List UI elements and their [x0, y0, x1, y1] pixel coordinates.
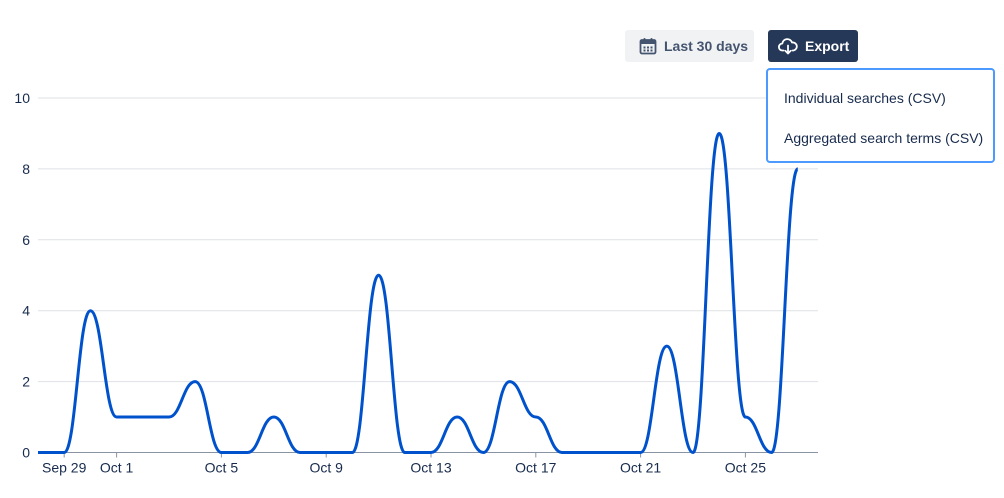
- calendar-icon: [639, 37, 657, 55]
- y-tick-label: 2: [22, 374, 30, 390]
- export-label: Export: [805, 38, 850, 54]
- x-tick-label: Oct 25: [725, 460, 766, 476]
- data-point[interactable]: [584, 449, 592, 457]
- export-individual-searches-option[interactable]: Individual searches (CSV): [784, 90, 946, 106]
- data-point[interactable]: [453, 413, 461, 421]
- y-tick-label: 4: [22, 303, 30, 319]
- data-point[interactable]: [794, 165, 802, 173]
- y-tick-label: 10: [14, 90, 30, 106]
- chart-gridlines: [38, 97, 818, 453]
- y-axis: 0 2 4 6 8 10: [14, 90, 30, 461]
- data-point[interactable]: [296, 449, 304, 457]
- data-point[interactable]: [610, 449, 618, 457]
- y-tick-label: 6: [22, 232, 30, 248]
- x-tick-label: Sep 29: [42, 460, 87, 476]
- data-point[interactable]: [506, 378, 514, 386]
- x-tick-label: Oct 1: [100, 460, 134, 476]
- data-point[interactable]: [479, 449, 487, 457]
- data-point[interactable]: [768, 449, 776, 457]
- y-tick-label: 0: [22, 445, 30, 461]
- y-tick-label: 8: [22, 161, 30, 177]
- data-point[interactable]: [191, 378, 199, 386]
- data-point[interactable]: [60, 449, 68, 457]
- data-point[interactable]: [637, 449, 645, 457]
- data-point[interactable]: [34, 449, 42, 457]
- data-point[interactable]: [244, 449, 252, 457]
- series-line: [38, 131, 800, 454]
- x-tick-label: Oct 9: [309, 460, 343, 476]
- data-point[interactable]: [663, 342, 671, 350]
- chart-series: [34, 129, 802, 457]
- data-point[interactable]: [113, 413, 121, 421]
- data-point[interactable]: [217, 449, 225, 457]
- date-range-label: Last 30 days: [664, 38, 749, 54]
- data-point[interactable]: [741, 413, 749, 421]
- x-tick-label: Oct 5: [205, 460, 239, 476]
- x-tick-label: Oct 13: [410, 460, 451, 476]
- export-menu: Individual searches (CSV) Aggregated sea…: [766, 68, 995, 163]
- export-aggregated-terms-option[interactable]: Aggregated search terms (CSV): [784, 130, 984, 146]
- data-point[interactable]: [715, 129, 723, 137]
- x-tick-label: Oct 21: [620, 460, 661, 476]
- data-point[interactable]: [689, 449, 697, 457]
- data-point[interactable]: [348, 449, 356, 457]
- data-point[interactable]: [375, 271, 383, 279]
- data-point[interactable]: [270, 413, 278, 421]
- data-point[interactable]: [558, 449, 566, 457]
- data-point[interactable]: [427, 449, 435, 457]
- data-point[interactable]: [86, 307, 94, 315]
- export-button[interactable]: Export: [768, 30, 858, 62]
- data-point[interactable]: [322, 449, 330, 457]
- cloud-download-icon: [778, 37, 798, 55]
- x-tick-label: Oct 17: [515, 460, 556, 476]
- data-point[interactable]: [139, 413, 147, 421]
- date-range-button[interactable]: Last 30 days: [625, 30, 754, 62]
- x-axis: Sep 29 Oct 1 Oct 5 Oct 9 Oct 13 Oct 17 Oct 21 O…: [42, 452, 766, 476]
- data-point[interactable]: [532, 413, 540, 421]
- data-point[interactable]: [401, 449, 409, 457]
- data-point[interactable]: [165, 413, 173, 421]
